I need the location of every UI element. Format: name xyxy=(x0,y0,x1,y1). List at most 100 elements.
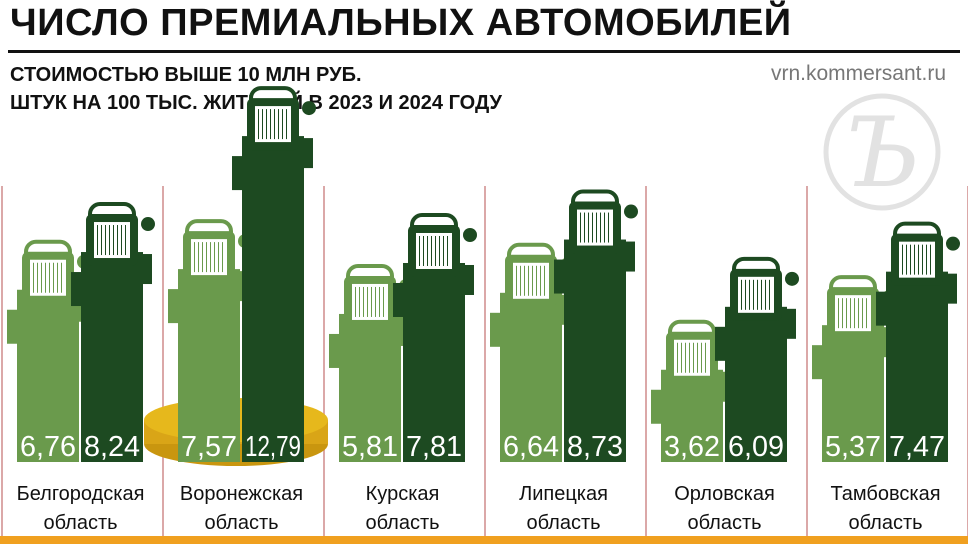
grille-slat xyxy=(749,279,750,310)
grille-slat xyxy=(600,212,601,243)
bottom-accent-bar xyxy=(0,536,968,544)
grille-slat xyxy=(930,244,931,275)
grille-slat xyxy=(902,244,903,275)
car-bumper xyxy=(876,291,886,326)
source-link[interactable]: vrn.kommersant.ru xyxy=(770,62,946,85)
car-grille xyxy=(577,209,613,246)
bar-value-label: 7,47 xyxy=(889,431,945,463)
bar-value-label: 6,76 xyxy=(20,431,76,463)
grille-slat xyxy=(97,225,98,256)
grille-slat xyxy=(359,286,360,317)
car-bumper xyxy=(715,326,725,361)
car-mirror-stand xyxy=(304,138,313,169)
grille-slat xyxy=(528,265,529,296)
car-front-icon xyxy=(393,212,477,317)
grille-slat xyxy=(757,279,758,310)
category-label: область xyxy=(365,512,439,534)
grille-slat xyxy=(363,286,364,317)
bar-value-label: 12,79 xyxy=(245,431,301,463)
category-label: область xyxy=(526,512,600,534)
car-front-icon xyxy=(554,189,638,294)
grille-slat xyxy=(842,298,843,329)
subtitle-line-1: СТОИМОСТЬЮ ВЫШЕ 10 МЛН РУБ. xyxy=(10,64,362,86)
grille-slat xyxy=(544,265,545,296)
grille-slat xyxy=(697,342,698,373)
grille-slat xyxy=(447,235,448,266)
grille-slat xyxy=(745,279,746,310)
car-bumper xyxy=(168,289,178,324)
grille-slat xyxy=(266,109,267,140)
grille-slat xyxy=(435,235,436,266)
car-grille xyxy=(835,295,871,332)
car-grille xyxy=(191,239,227,276)
grille-slat xyxy=(516,265,517,296)
grille-slat xyxy=(33,262,34,293)
grille-slat xyxy=(125,225,126,256)
grille-slat xyxy=(604,212,605,243)
bar xyxy=(725,306,787,462)
category-label: область xyxy=(687,512,761,534)
grille-slat xyxy=(113,225,114,256)
grille-slat xyxy=(922,244,923,275)
grille-slat xyxy=(423,235,424,266)
grille-slat xyxy=(286,109,287,140)
grille-slat xyxy=(846,298,847,329)
grille-slat xyxy=(866,298,867,329)
grille-slat xyxy=(214,242,215,273)
car-front-icon xyxy=(7,239,91,344)
grille-slat xyxy=(49,262,50,293)
car-mirror-stand xyxy=(787,308,796,339)
grille-slat xyxy=(677,342,678,373)
grille-slat xyxy=(367,286,368,317)
title-rule xyxy=(8,50,960,53)
car-front-icon xyxy=(329,263,413,368)
bar-value-label: 6,09 xyxy=(728,431,784,463)
grille-slat xyxy=(850,298,851,329)
category-label: Курская xyxy=(366,483,440,505)
car-mirror-stand xyxy=(143,254,152,285)
grille-slat xyxy=(57,262,58,293)
grille-slat xyxy=(858,298,859,329)
car-mirror xyxy=(302,101,316,116)
grille-slat xyxy=(705,342,706,373)
grille-slat xyxy=(194,242,195,273)
car-mirror xyxy=(463,227,477,242)
bar-value-label: 7,81 xyxy=(406,431,462,463)
bar-value-label: 8,24 xyxy=(84,431,140,463)
grille-slat xyxy=(198,242,199,273)
car-mirror xyxy=(946,236,960,251)
category-label: Липецкая xyxy=(519,483,608,505)
car-front-icon xyxy=(490,242,574,347)
grille-slat xyxy=(355,286,356,317)
grille-slat xyxy=(419,235,420,266)
grille-slat xyxy=(121,225,122,256)
car-bumper xyxy=(71,272,81,307)
grille-slat xyxy=(443,235,444,266)
grille-slat xyxy=(862,298,863,329)
car-mirror xyxy=(141,217,155,232)
logo-letter: Ъ xyxy=(844,97,920,209)
grille-slat xyxy=(383,286,384,317)
bar-value-label: 5,81 xyxy=(342,431,398,463)
bar xyxy=(81,252,143,462)
car-grille xyxy=(255,106,291,143)
grille-slat xyxy=(222,242,223,273)
car-grille xyxy=(352,283,388,320)
car-bumper xyxy=(812,345,822,380)
grille-slat xyxy=(101,225,102,256)
bar xyxy=(822,325,884,462)
grille-slat xyxy=(282,109,283,140)
grille-slat xyxy=(105,225,106,256)
grille-slat xyxy=(371,286,372,317)
grille-slat xyxy=(206,242,207,273)
car-grille xyxy=(513,262,549,299)
grille-slat xyxy=(379,286,380,317)
grille-slat xyxy=(61,262,62,293)
grille-slat xyxy=(41,262,42,293)
bar-value-label: 6,64 xyxy=(503,431,559,463)
grille-slat xyxy=(427,235,428,266)
grille-slat xyxy=(532,265,533,296)
category-label: Белгородская xyxy=(17,483,145,505)
grille-slat xyxy=(536,265,537,296)
